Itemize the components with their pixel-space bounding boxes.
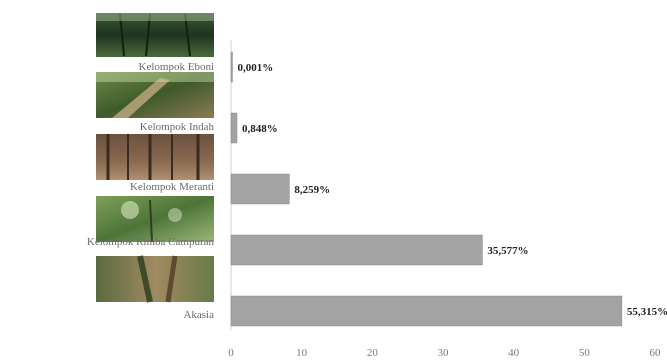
x-tick-label: 50 [579, 347, 591, 359]
bar-kelompok-eboni [230, 51, 233, 83]
tree-bark-trunk-photo [96, 255, 214, 303]
category-label: Akasia [183, 309, 214, 321]
data-label: 55,315% [627, 306, 667, 318]
x-tick-label: 60 [650, 347, 662, 359]
data-label: 0,001% [238, 62, 274, 74]
x-tick-label: 0 [228, 347, 234, 359]
x-tick-label: 10 [296, 347, 308, 359]
category-labels: Kelompok Eboni Kelompok Indah Kelompok Mer… [87, 61, 215, 321]
data-label: 35,577% [487, 245, 528, 257]
category-label: Kelompok Meranti [130, 181, 214, 193]
forest-canopy-photo [96, 13, 214, 57]
data-labels: 0,001% 0,848% 8,259% 35,577% 55,315% [238, 62, 667, 318]
tree-trunks-forest-photo [96, 134, 214, 180]
bar-akasia [230, 295, 623, 327]
x-axis-ticks: 0 10 20 30 40 50 60 [228, 347, 661, 359]
data-label: 0,848% [242, 123, 278, 135]
x-tick-label: 40 [508, 347, 520, 359]
category-label: Kelompok Eboni [139, 61, 214, 73]
fallen-trunk-forest-photo [96, 72, 214, 118]
bar-kelompok-indah [230, 112, 238, 144]
x-tick-label: 20 [367, 347, 379, 359]
category-label: Kelompok Rimba Campuran [87, 236, 215, 248]
category-photos [96, 13, 214, 303]
x-tick-label: 30 [438, 347, 450, 359]
data-label: 8,259% [294, 184, 330, 196]
green-canopy-forest-photo [96, 196, 214, 243]
bar-kelompok-rimba-campuran [230, 234, 483, 266]
category-label: Kelompok Indah [140, 121, 215, 133]
bar-kelompok-meranti [230, 173, 290, 205]
bars-group [230, 51, 623, 327]
